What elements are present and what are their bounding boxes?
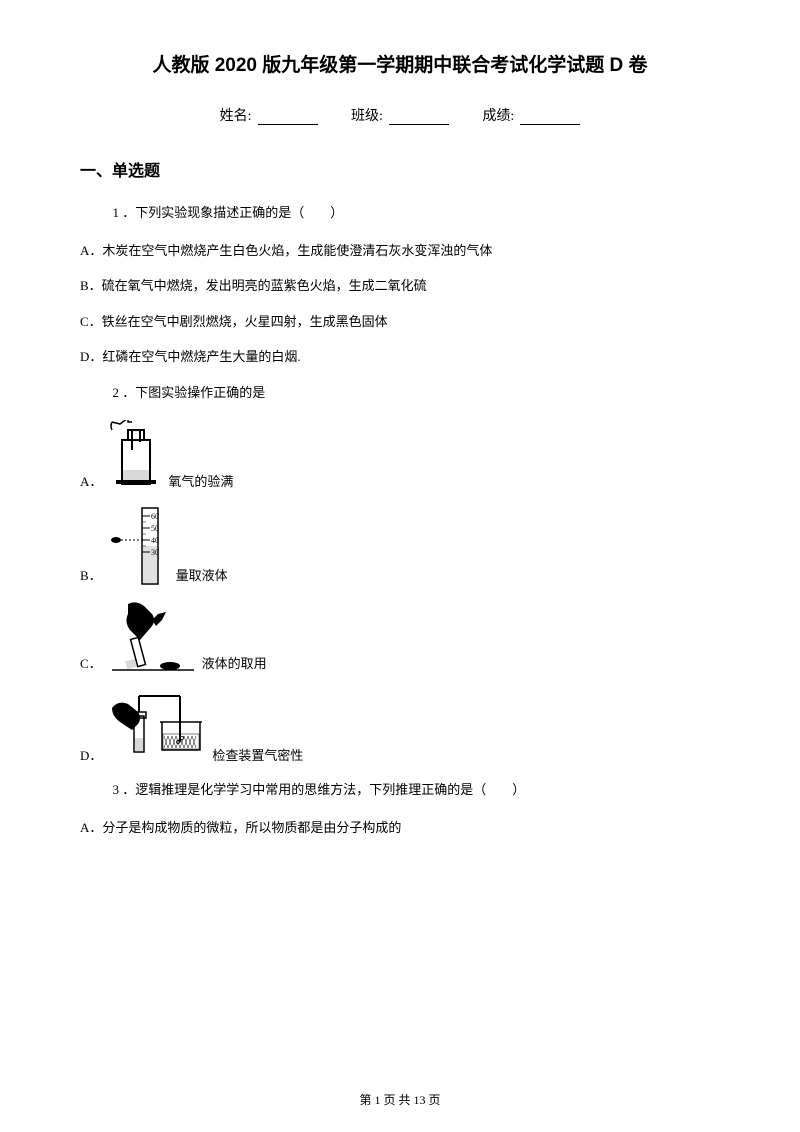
exam-title: 人教版 2020 版九年级第一学期期中联合考试化学试题 D 卷 xyxy=(80,50,720,77)
q2-option-b: B． 60 50 40 30 量取液体 xyxy=(80,506,720,588)
q2-option-a: A． 氧气的验满 xyxy=(80,420,720,494)
svg-text:50: 50 xyxy=(151,524,159,533)
q2-a-figure xyxy=(108,420,164,494)
q2-b-figure: 60 50 40 30 xyxy=(108,506,172,588)
footer-prefix: 第 xyxy=(359,1093,374,1107)
q2-c-figure xyxy=(108,600,198,676)
q2-c-letter: C． xyxy=(80,653,102,672)
footer-mid: 页 共 xyxy=(380,1093,413,1107)
q2-d-label: 检查装置气密性 xyxy=(212,745,303,764)
q2-option-c: C． 液体的取用 xyxy=(80,600,720,676)
class-label: 班级: xyxy=(351,109,383,124)
q1-option-c: C．铁丝在空气中剧烈燃烧，火星四射，生成黑色固体 xyxy=(80,312,720,332)
name-label: 姓名: xyxy=(220,109,252,124)
page-footer: 第 1 页 共 13 页 xyxy=(0,1091,800,1108)
q1-option-d: D．红磷在空气中燃烧产生大量的白烟. xyxy=(80,347,720,367)
svg-text:60: 60 xyxy=(151,512,159,521)
footer-suffix: 页 xyxy=(426,1093,441,1107)
student-info-line: 姓名: 班级: 成绩: xyxy=(80,105,720,125)
q3-option-a: A．分子是构成物质的微粒，所以物质都是由分子构成的 xyxy=(80,818,720,838)
q2-d-figure xyxy=(108,688,208,768)
question-3: 3 ．逻辑推理是化学学习中常用的思维方法，下列推理正确的是（ ） xyxy=(80,780,720,800)
svg-text:40: 40 xyxy=(151,536,159,545)
score-label: 成绩: xyxy=(482,109,514,124)
q1-option-b: B．硫在氧气中燃烧，发出明亮的蓝紫色火焰，生成二氧化硫 xyxy=(80,276,720,296)
q2-d-letter: D． xyxy=(80,745,102,764)
footer-total: 13 xyxy=(414,1093,426,1107)
q2-b-label: 量取液体 xyxy=(176,565,228,584)
q2-a-letter: A． xyxy=(80,471,102,490)
q2-a-label: 氧气的验满 xyxy=(168,471,233,490)
question-1: 1 ．下列实验现象描述正确的是（ ） xyxy=(80,203,720,223)
score-blank xyxy=(520,111,580,125)
question-2: 2 ．下图实验操作正确的是 xyxy=(80,383,720,403)
section-1-header: 一、单选题 xyxy=(80,157,720,181)
class-blank xyxy=(389,111,449,125)
name-blank xyxy=(258,111,318,125)
q2-b-letter: B． xyxy=(80,565,102,584)
q1-option-a: A．木炭在空气中燃烧产生白色火焰，生成能使澄清石灰水变浑浊的气体 xyxy=(80,241,720,261)
q2-c-label: 液体的取用 xyxy=(202,653,267,672)
q2-option-d: D． 检查装置气密性 xyxy=(80,688,720,768)
